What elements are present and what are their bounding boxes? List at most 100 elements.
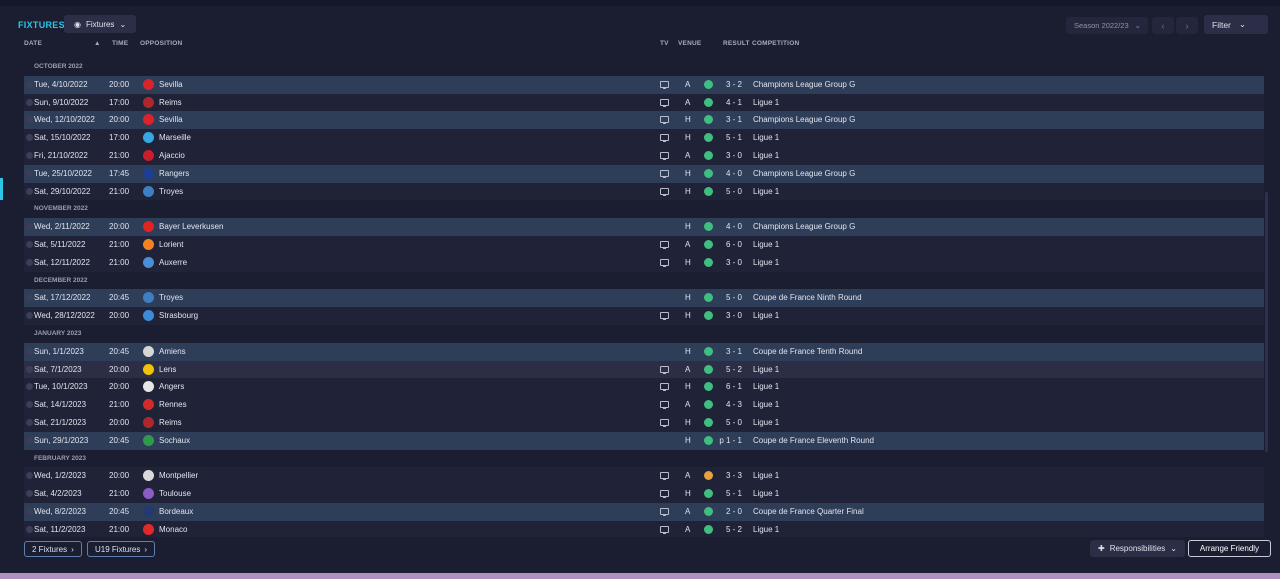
fixture-row[interactable]: Sun, 1/1/2023 20:45 Amiens H 3 - 1 Coupe de F… <box>24 342 1264 361</box>
fixture-result[interactable]: 3 - 1 <box>725 115 742 125</box>
fixture-competition[interactable]: Ligue 1 <box>753 524 780 534</box>
fixture-opponent[interactable]: Marseille <box>159 133 192 143</box>
fixture-opponent[interactable]: Monaco <box>159 524 188 534</box>
fixture-opponent[interactable]: Lorient <box>159 240 184 249</box>
fixture-result[interactable]: p 1 - 1 <box>719 435 742 445</box>
fixture-opponent[interactable]: Bayer Leverkusen <box>159 222 224 232</box>
fixture-result[interactable]: 5 - 1 <box>725 133 742 143</box>
fixture-row[interactable]: Sat, 7/1/2023 20:00 Lens A 5 - 2 Ligue 1 <box>24 360 1264 379</box>
fixture-row[interactable]: Wed, 8/2/2023 20:45 Bordeaux A 2 - 0 Coupe de… <box>24 503 1264 521</box>
fixture-row[interactable]: Tue, 4/10/2022 20:00 Sevilla A 3 - 2 Champion… <box>24 75 1264 94</box>
fixture-result[interactable]: 2 - 0 <box>725 507 742 516</box>
filter-button[interactable]: Filter ⌄ <box>1204 15 1268 34</box>
fixture-result[interactable]: 5 - 0 <box>725 293 742 303</box>
fixture-opponent[interactable]: Reims <box>159 97 182 107</box>
fixture-row[interactable]: Sat, 29/10/2022 21:00 Troyes H 5 - 0 Ligue 1 <box>24 182 1264 201</box>
col-time[interactable]: TIME <box>112 40 129 47</box>
fixture-opponent[interactable]: Toulouse <box>159 489 192 499</box>
fixture-row[interactable]: Sat, 5/11/2022 21:00 Lorient A 6 - 0 Ligue 1 <box>24 236 1264 254</box>
fixture-competition[interactable]: Ligue 1 <box>753 240 780 249</box>
fixture-opponent[interactable]: Amiens <box>159 346 186 356</box>
fixture-result[interactable]: 5 - 0 <box>725 186 742 196</box>
fixture-opponent[interactable]: Sevilla <box>159 79 183 89</box>
col-tv[interactable]: TV <box>660 40 669 47</box>
fixture-competition[interactable]: Ligue 1 <box>753 186 780 196</box>
fixture-opponent[interactable]: Sochaux <box>159 435 191 445</box>
fixture-result[interactable]: 5 - 1 <box>725 489 742 499</box>
fixture-result[interactable]: 4 - 3 <box>725 400 742 410</box>
fixture-competition[interactable]: Ligue 1 <box>753 257 780 267</box>
scrollbar[interactable] <box>1265 192 1268 452</box>
fixture-row[interactable]: Sat, 21/1/2023 20:00 Reims H 5 - 0 Ligue 1 <box>24 414 1264 432</box>
fixture-row[interactable]: Wed, 28/12/2022 20:00 Strasbourg H 3 - 0 Ligu… <box>24 307 1264 325</box>
fixture-opponent[interactable]: Strasbourg <box>159 311 199 321</box>
col-competition[interactable]: COMPETITION <box>752 40 800 47</box>
fixture-result[interactable]: 3 - 3 <box>725 471 742 481</box>
fixture-row[interactable]: Sat, 4/2/2023 21:00 Toulouse H 5 - 1 Ligue 1 <box>24 485 1264 503</box>
view-selector-button[interactable]: ◉ Fixtures ⌄ <box>64 15 137 33</box>
fixture-opponent[interactable]: Rangers <box>159 168 190 178</box>
fixture-opponent[interactable]: Troyes <box>159 186 184 196</box>
season-selector[interactable]: Season 2022/23 ⌄ <box>1066 17 1148 34</box>
fixture-opponent[interactable]: Reims <box>159 418 182 427</box>
fixture-competition[interactable]: Champions League Group G <box>753 168 856 178</box>
col-date[interactable]: DATE <box>24 40 43 47</box>
fixture-result[interactable]: 6 - 1 <box>725 382 742 392</box>
fixture-competition[interactable]: Coupe de France Quarter Final <box>753 507 864 516</box>
fixture-opponent[interactable]: Auxerre <box>159 257 188 267</box>
fixture-row[interactable]: Wed, 2/11/2022 20:00 Bayer Leverkusen H 4 - … <box>24 218 1264 236</box>
fixture-competition[interactable]: Champions League Group G <box>753 222 856 232</box>
fixture-competition[interactable]: Ligue 1 <box>753 311 780 321</box>
prev-season-button[interactable]: ‹ <box>1152 17 1174 34</box>
fixture-result[interactable]: 3 - 0 <box>725 257 742 267</box>
fixture-result[interactable]: 6 - 0 <box>725 240 742 249</box>
fixture-competition[interactable]: Ligue 1 <box>753 382 780 392</box>
fixture-opponent[interactable]: Troyes <box>159 293 184 303</box>
fixture-competition[interactable]: Champions League Group G <box>753 79 856 89</box>
fixture-opponent[interactable]: Lens <box>159 364 177 374</box>
fixtures-count-button[interactable]: 2 Fixtures › <box>24 541 82 557</box>
col-venue[interactable]: VENUE <box>678 40 702 47</box>
fixture-opponent[interactable]: Bordeaux <box>159 507 194 516</box>
fixture-opponent[interactable]: Montpellier <box>159 471 199 481</box>
fixture-row[interactable]: Wed, 12/10/2022 20:00 Sevilla H 3 - 1 Champio… <box>24 111 1264 130</box>
fixture-row[interactable]: Sun, 9/10/2022 17:00 Reims A 4 - 1 Ligue 1 <box>24 93 1264 112</box>
fixture-row[interactable]: Fri, 21/10/2022 21:00 Ajaccio A 3 - 0 Ligue 1 <box>24 147 1264 165</box>
fixture-result[interactable]: 4 - 1 <box>725 97 742 107</box>
fixture-result[interactable]: 3 - 0 <box>725 151 742 160</box>
fixture-opponent[interactable]: Rennes <box>159 400 187 410</box>
fixture-opponent[interactable]: Sevilla <box>159 115 183 125</box>
fixture-competition[interactable]: Ligue 1 <box>753 489 780 499</box>
fixture-competition[interactable]: Ligue 1 <box>753 400 780 410</box>
fixture-competition[interactable]: Ligue 1 <box>753 471 780 481</box>
fixture-competition[interactable]: Ligue 1 <box>753 151 780 160</box>
u19-fixtures-button[interactable]: U19 Fixtures › <box>87 541 156 557</box>
fixture-result[interactable]: 5 - 0 <box>725 418 742 427</box>
fixture-result[interactable]: 5 - 2 <box>725 524 742 534</box>
fixture-row[interactable]: Tue, 10/1/2023 20:00 Angers H 6 - 1 Ligue 1 <box>24 378 1264 397</box>
fixture-opponent[interactable]: Ajaccio <box>159 151 185 160</box>
fixture-competition[interactable]: Champions League Group G <box>753 115 856 125</box>
fixture-row[interactable]: Sat, 12/11/2022 21:00 Auxerre H 3 - 0 Ligue 1 <box>24 253 1264 272</box>
fixture-result[interactable]: 4 - 0 <box>725 168 742 178</box>
fixture-competition[interactable]: Ligue 1 <box>753 418 780 427</box>
fixture-result[interactable]: 3 - 0 <box>725 311 742 321</box>
responsibilities-button[interactable]: ✚ Responsibilities ⌄ <box>1090 540 1185 557</box>
fixture-result[interactable]: 3 - 1 <box>725 346 742 356</box>
fixture-competition[interactable]: Ligue 1 <box>753 133 780 143</box>
fixture-row[interactable]: Tue, 25/10/2022 17:45 Rangers H 4 - 0 Champio… <box>24 164 1264 183</box>
arrange-friendly-button[interactable]: Arrange Friendly <box>1188 540 1271 557</box>
fixture-row[interactable]: Sat, 11/2/2023 21:00 Monaco A 5 - 2 Ligue 1 <box>24 520 1264 537</box>
fixture-competition[interactable]: Ligue 1 <box>753 97 780 107</box>
fixture-result[interactable]: 3 - 2 <box>725 79 742 89</box>
fixture-row[interactable]: Sat, 15/10/2022 17:00 Marseille H 5 - 1 Ligue… <box>24 129 1264 147</box>
fixture-result[interactable]: 5 - 2 <box>725 364 742 374</box>
col-opposition[interactable]: OPPOSITION <box>140 40 183 47</box>
next-season-button[interactable]: › <box>1176 17 1198 34</box>
fixture-competition[interactable]: Coupe de France Ninth Round <box>753 293 862 303</box>
col-result[interactable]: RESULT <box>723 40 750 47</box>
fixture-competition[interactable]: Ligue 1 <box>753 364 780 374</box>
fixture-competition[interactable]: Coupe de France Tenth Round <box>753 346 863 356</box>
fixture-opponent[interactable]: Angers <box>159 382 185 392</box>
